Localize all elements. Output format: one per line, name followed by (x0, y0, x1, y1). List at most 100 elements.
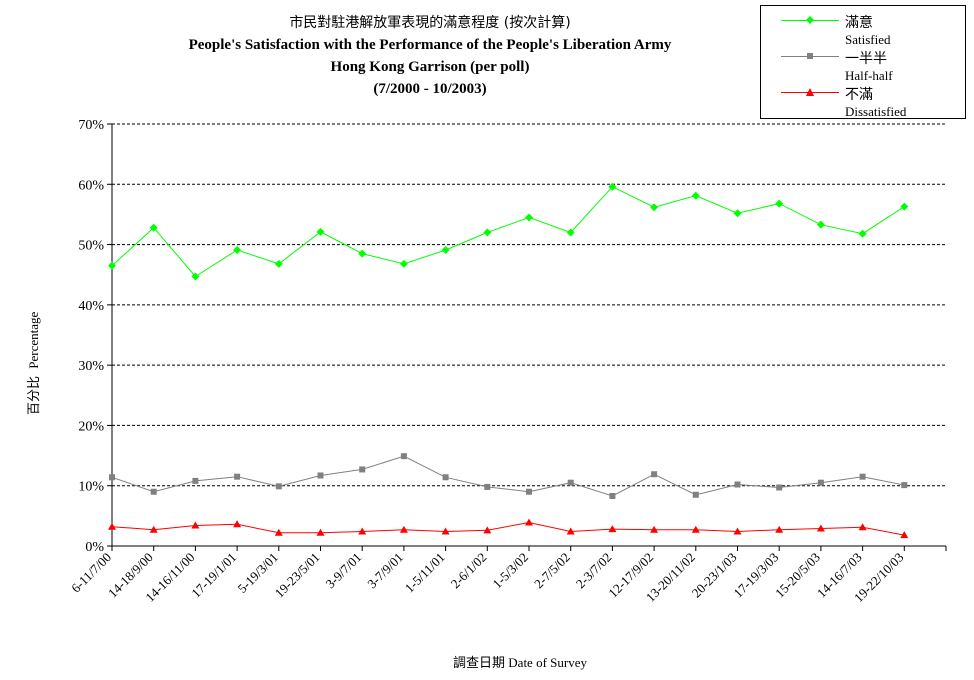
legend-item-dissatisfied: 不滿 Dissatisfied (761, 86, 965, 122)
data-point-dissatisfied (108, 522, 116, 530)
data-point-satisfied (816, 220, 825, 229)
y-tick-label: 50% (78, 239, 104, 254)
series-lines (108, 182, 909, 539)
data-point-half-half (400, 453, 407, 460)
series-line-half-half (111, 455, 905, 497)
x-tick-label: 2-3/7/02 (573, 550, 615, 592)
y-tick-label: 10% (78, 480, 104, 495)
x-axis-label-en: Date of Survey (508, 655, 587, 670)
chart-title-chinese: 市民對駐港解放軍表現的滿意程度 (按次計算) (289, 15, 571, 31)
y-tick-labels: 0% 10% 20% 30% 40% 50% 60% 70% (78, 118, 104, 555)
y-tick-label: 60% (78, 178, 104, 193)
legend-label-en: Satisfied (845, 32, 891, 47)
data-point-satisfied (775, 199, 784, 208)
data-point-satisfied (566, 228, 575, 237)
legend-label-en: Half-half (845, 68, 893, 83)
data-point-satisfied (441, 245, 450, 254)
data-point-satisfied (858, 229, 867, 238)
data-point-dissatisfied (691, 525, 700, 533)
data-point-half-half (901, 482, 908, 489)
data-point-half-half (651, 471, 658, 478)
data-point-dissatisfied (775, 525, 784, 533)
data-point-half-half (275, 483, 282, 490)
data-point-satisfied (233, 245, 242, 254)
data-point-half-half (776, 484, 783, 491)
series-dissatisfied (108, 518, 909, 539)
y-axis-label-rotated: 百分比 Percentage (26, 311, 42, 415)
data-point-dissatisfied (399, 525, 408, 533)
data-point-half-half (150, 488, 157, 495)
series-satisfied (108, 182, 909, 281)
data-point-half-half (192, 477, 199, 484)
x-tick-label: 2-6/1/02 (448, 550, 490, 592)
x-tick-label: 17-19/1/01 (188, 550, 239, 601)
diamond-marker-icon (806, 16, 814, 24)
series-line-satisfied (111, 186, 905, 278)
data-point-dissatisfied (733, 527, 742, 535)
data-point-dissatisfied (233, 520, 242, 528)
data-point-dissatisfied (816, 524, 825, 532)
data-point-dissatisfied (650, 525, 659, 533)
data-point-satisfied (650, 203, 659, 212)
data-point-half-half (317, 472, 324, 479)
data-point-half-half (109, 474, 115, 481)
data-point-dissatisfied (608, 525, 617, 533)
x-tick-label: 19-23/5/01 (272, 550, 323, 601)
data-point-satisfied (900, 202, 909, 211)
svg-text:百分比 Percentage: 百分比 Percentage (26, 311, 42, 415)
data-point-dissatisfied (858, 523, 867, 531)
data-point-half-half (817, 479, 824, 486)
data-point-half-half (734, 481, 741, 488)
y-tick-label: 40% (78, 299, 104, 314)
x-tick-label: 1-5/3/02 (489, 550, 531, 592)
data-point-satisfied (525, 213, 533, 222)
y-axis-label-zh: 百分比 (27, 376, 42, 415)
x-axis-label-zh: 調查日期 (453, 656, 506, 671)
series-half-half (109, 453, 908, 499)
data-point-satisfied (358, 249, 367, 258)
x-tick-label: 2-7/5/02 (531, 550, 573, 592)
legend-item-satisfied: 滿意 Satisfied (761, 14, 965, 50)
legend-label-en: Dissatisfied (845, 104, 907, 119)
data-point-satisfied (149, 223, 158, 232)
x-tick-labels: 6-11/7/0014-18/9/0014-16/11/0017-19/1/01… (68, 550, 906, 606)
triangle-marker-icon (806, 88, 814, 96)
x-axis-label: 調查日期 Date of Survey (330, 652, 710, 671)
data-point-half-half (859, 473, 866, 480)
y-tick-label: 0% (85, 540, 104, 555)
data-point-satisfied (608, 182, 617, 191)
y-axis-label-en: Percentage (26, 311, 41, 368)
legend-label-zh: 一半半 (845, 51, 887, 67)
data-point-satisfied (691, 191, 700, 200)
data-point-satisfied (108, 261, 116, 270)
data-point-half-half (567, 479, 574, 486)
data-point-half-half (359, 466, 366, 473)
data-point-dissatisfied (566, 527, 575, 535)
data-point-dissatisfied (274, 528, 283, 536)
square-marker-icon (807, 53, 813, 59)
data-point-satisfied (483, 228, 492, 237)
chart-title-block: 市民對駐港解放軍表現的滿意程度 (按次計算) People's Satisfac… (110, 14, 750, 98)
data-point-half-half (234, 473, 241, 480)
data-point-satisfied (733, 209, 742, 218)
chart-legend: 滿意 Satisfied 一半半 Half-half 不滿 Dissatisfi… (760, 5, 966, 119)
data-point-half-half (692, 491, 699, 498)
y-tick-label: 70% (78, 118, 104, 133)
data-point-satisfied (191, 272, 200, 281)
data-point-dissatisfied (483, 526, 492, 534)
series-line-dissatisfied (111, 521, 905, 536)
data-point-dissatisfied (358, 527, 367, 535)
data-point-dissatisfied (191, 521, 200, 529)
data-point-dissatisfied (441, 527, 450, 535)
y-axis-label: 百分比 Percentage (18, 250, 48, 420)
x-tick-label: 3-9/7/01 (323, 550, 365, 592)
y-tick-label: 20% (78, 419, 104, 434)
data-point-satisfied (399, 259, 408, 268)
chart-title-period: (7/2000 - 10/2003) (373, 81, 487, 97)
data-point-half-half (526, 488, 532, 495)
x-tick-label: 3-7/9/01 (364, 550, 406, 592)
chart-title-english: People's Satisfaction with the Performan… (188, 37, 672, 53)
legend-label-zh: 不滿 (845, 87, 873, 103)
data-point-half-half (484, 483, 491, 490)
